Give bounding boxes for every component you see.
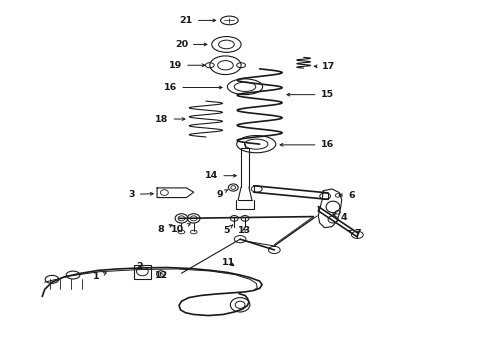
- Text: 3: 3: [128, 190, 153, 199]
- Text: 2: 2: [137, 262, 143, 271]
- Text: 19: 19: [169, 61, 205, 70]
- Text: 1: 1: [93, 272, 106, 281]
- Text: 20: 20: [175, 40, 207, 49]
- Text: 16: 16: [280, 140, 334, 149]
- Text: 4: 4: [333, 213, 347, 222]
- Bar: [134, 265, 151, 279]
- Text: 21: 21: [180, 16, 216, 25]
- Text: 18: 18: [155, 114, 185, 123]
- Text: 12: 12: [155, 271, 169, 280]
- Text: 9: 9: [216, 189, 228, 199]
- Text: 16: 16: [164, 83, 222, 92]
- Text: 6: 6: [339, 190, 355, 199]
- Text: 11: 11: [222, 258, 235, 267]
- Text: 10: 10: [171, 224, 190, 234]
- Text: 15: 15: [287, 90, 334, 99]
- Text: 14: 14: [205, 171, 236, 180]
- Text: 7: 7: [348, 229, 361, 238]
- Text: 17: 17: [315, 62, 336, 71]
- Text: 8: 8: [158, 225, 172, 234]
- Text: 13: 13: [238, 226, 250, 235]
- Text: 5: 5: [223, 225, 233, 235]
